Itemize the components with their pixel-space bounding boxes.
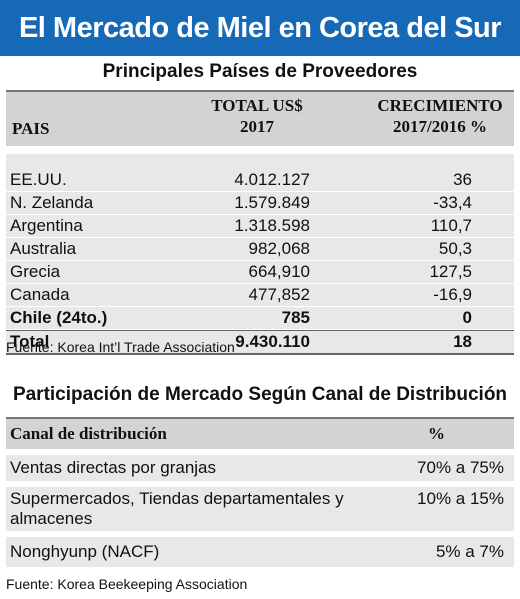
total-cell: 982,068 — [248, 239, 310, 258]
table-row-total: Total 9.430.110 18 — [6, 330, 514, 355]
suppliers-title: Principales Países de Proveedores — [102, 61, 418, 82]
channel-cell: Supermercados, Tiendas departamentales y… — [10, 489, 344, 528]
distribution-title: Participación de Mercado Según Canal de … — [12, 384, 508, 405]
table-gap — [6, 146, 514, 154]
total-cell: 785 — [281, 308, 310, 327]
table-row: Supermercados, Tiendas departamentales y… — [6, 487, 514, 531]
suppliers-table-header: PAIS TOTAL US$ 2017 CRECIMIENTO 2017/201… — [6, 90, 514, 146]
growth-cell: -16,9 — [433, 285, 472, 304]
growth-cell: -33,4 — [433, 193, 472, 212]
percent-cell: 10% a 15% — [417, 489, 504, 508]
header-total: TOTAL US$ — [211, 96, 303, 115]
total-cell: 664,910 — [248, 262, 310, 281]
table-row: Canada 477,852 -16,9 — [6, 284, 514, 307]
total-cell: 9.430.110 — [235, 332, 310, 351]
percent-cell: 5% a 7% — [435, 542, 504, 561]
growth-cell: 110,7 — [430, 216, 472, 235]
table-row: Ventas directas por granjas 70% a 75% — [6, 455, 514, 481]
table-spacer — [6, 154, 514, 169]
table-row: Australia 982,068 50,3 — [6, 238, 514, 261]
country-cell: N. Zelanda — [10, 193, 94, 212]
distribution-table-header: Canal de distribución % — [6, 419, 514, 449]
total-cell: 1.318.598 — [234, 216, 310, 235]
country-cell: Total — [10, 332, 50, 351]
header-country: PAIS — [12, 119, 50, 138]
header-growth-period: 2017/2016 % — [393, 117, 487, 136]
country-cell: Grecia — [10, 262, 61, 281]
table-row: N. Zelanda 1.579.849 -33,4 — [6, 192, 514, 215]
distribution-source: Fuente: Korea Beekeeping Association — [6, 576, 248, 592]
percent-cell: 70% a 75% — [417, 458, 504, 477]
country-cell: Chile (24to.) — [10, 308, 108, 327]
table-row-chile: Chile (24to.) 785 0 — [6, 307, 514, 330]
country-cell: Argentina — [10, 216, 83, 235]
table-row: EE.UU. 4.012.127 36 — [6, 169, 514, 192]
header-total-year: 2017 — [240, 117, 274, 136]
suppliers-table: PAIS TOTAL US$ 2017 CRECIMIENTO 2017/201… — [6, 90, 514, 355]
growth-cell: 127,5 — [429, 262, 472, 281]
suppliers-source: Fuente: Korea Int’l Trade Association — [6, 339, 235, 355]
channel-cell: Ventas directas por granjas — [10, 458, 217, 477]
header-growth: CRECIMIENTO — [377, 96, 503, 115]
header-channel: Canal de distribución — [10, 424, 167, 443]
table-row: Argentina 1.318.598 110,7 — [6, 215, 514, 238]
country-cell: Australia — [10, 239, 77, 258]
growth-cell: 0 — [462, 308, 472, 327]
total-cell: 1.579.849 — [234, 193, 310, 212]
growth-cell: 36 — [453, 170, 472, 189]
header-percent: % — [428, 424, 445, 443]
growth-cell: 50,3 — [438, 239, 472, 258]
total-cell: 4.012.127 — [234, 170, 310, 189]
banner-title: El Mercado de Miel en Corea del Sur — [0, 0, 520, 56]
total-cell: 477,852 — [248, 285, 310, 304]
country-cell: EE.UU. — [10, 170, 67, 189]
country-cell: Canada — [10, 285, 70, 304]
table-row: Nonghyunp (NACF) 5% a 7% — [6, 537, 514, 567]
distribution-table: Canal de distribución % Ventas directas … — [6, 417, 514, 573]
table-row: Grecia 664,910 127,5 — [6, 261, 514, 284]
table-gap — [6, 449, 514, 455]
channel-cell: Nonghyunp (NACF) — [10, 542, 160, 561]
growth-cell: 18 — [453, 332, 472, 351]
